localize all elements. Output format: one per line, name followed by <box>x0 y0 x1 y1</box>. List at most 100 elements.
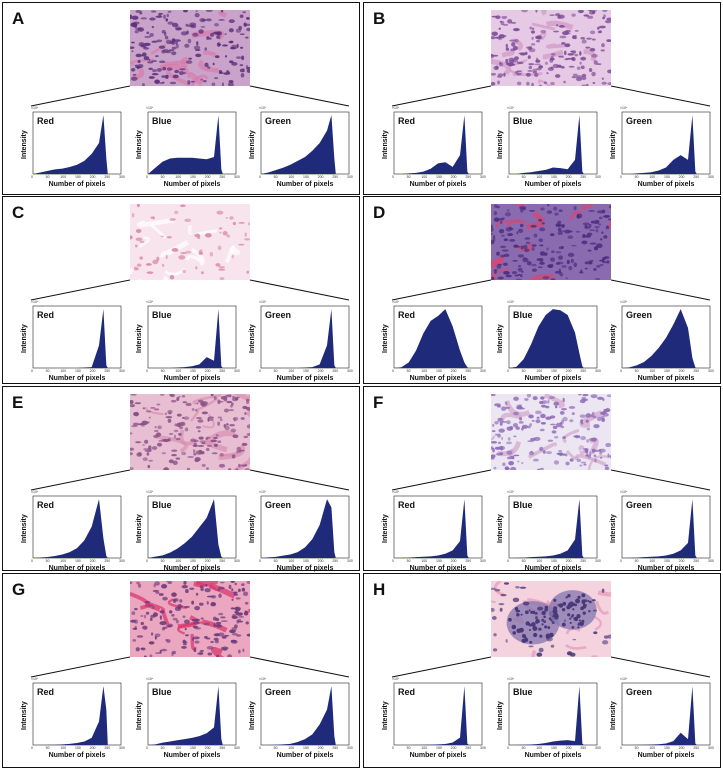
x-tick-label: 50 <box>634 559 639 563</box>
x-tick-label: 100 <box>288 559 295 563</box>
channel-label: Red <box>398 500 416 510</box>
channel-label: Red <box>398 116 416 126</box>
histogram-plot <box>147 495 237 559</box>
histogram-plot <box>32 495 122 559</box>
exponent-label: ×10⁴ <box>146 677 154 681</box>
x-tick-label: 250 <box>580 369 587 373</box>
series-area-d-green <box>622 309 697 368</box>
y-axis-label: Intensity <box>382 130 389 159</box>
x-tick-label: 100 <box>536 746 543 750</box>
exponent-label: ×10⁴ <box>146 106 154 110</box>
x-tick-label: 50 <box>45 746 50 750</box>
y-axis-label: Intensity <box>497 514 504 543</box>
panel-d: D Red ×10⁴ Intensity 0 50 100 150 200 250 300 Numbe… <box>363 196 721 384</box>
x-tick-label: 150 <box>303 559 309 563</box>
exponent-label: ×10⁴ <box>620 106 628 110</box>
histogram-plot <box>621 495 711 559</box>
histogram-plot <box>393 111 483 175</box>
x-tick-label: 50 <box>521 175 526 179</box>
x-axis-label: Number of pixels <box>409 752 467 759</box>
x-axis-label: Number of pixels <box>637 565 695 572</box>
x-tick-label: 300 <box>708 175 714 179</box>
x-tick-label: 0 <box>259 369 261 373</box>
x-tick-label: 250 <box>104 175 111 179</box>
histogram-blue: Blue ×10⁴ Intensity 0 50 100 150 200 250 300 Numbe… <box>497 106 601 194</box>
x-axis-label: Number of pixels <box>163 565 221 572</box>
series-area-f-green <box>622 499 697 558</box>
panel-b: B Red ×10⁴ Intensity 0 50 100 150 200 250 300 Numbe… <box>363 2 721 195</box>
histogram-plot <box>260 305 350 369</box>
series-area-b-blue <box>509 115 584 174</box>
y-axis-label: Intensity <box>610 701 617 730</box>
x-tick-label: 100 <box>421 369 428 373</box>
tissue-image <box>491 394 611 470</box>
x-tick-label: 200 <box>450 175 457 179</box>
x-tick-label: 200 <box>565 746 572 750</box>
x-tick-label: 150 <box>436 369 442 373</box>
tissue-image <box>491 10 611 86</box>
x-tick-label: 200 <box>317 369 324 373</box>
histogram-blue: Blue ×10⁴ Intensity 0 50 100 150 200 250 300 Numbe… <box>136 106 240 194</box>
x-tick-label: 300 <box>234 175 240 179</box>
x-tick-label: 250 <box>465 746 472 750</box>
x-tick-label: 300 <box>480 746 486 750</box>
x-tick-label: 100 <box>649 175 656 179</box>
histogram-plot <box>260 495 350 559</box>
x-tick-label: 100 <box>288 369 295 373</box>
x-tick-label: 150 <box>303 746 309 750</box>
histogram-blue: Blue ×10⁴ Intensity 0 50 100 150 200 250 300 Numbe… <box>497 677 601 765</box>
x-tick-label: 0 <box>392 369 394 373</box>
x-axis-label: Number of pixels <box>524 565 582 572</box>
panel-letter: D <box>373 203 386 222</box>
x-tick-label: 200 <box>678 369 685 373</box>
x-tick-label: 150 <box>551 369 557 373</box>
panel-letter: G <box>12 580 26 599</box>
histogram-green: Green ×10⁴ Intensity 0 50 100 150 200 250 300 Numb… <box>610 490 714 578</box>
channel-label: Red <box>37 500 55 510</box>
y-axis-label: Intensity <box>497 324 504 353</box>
histogram-blue: Blue ×10⁴ Intensity 0 50 100 150 200 250 300 Numbe… <box>136 300 240 388</box>
x-tick-label: 100 <box>649 559 656 563</box>
series-area-a-blue <box>148 115 223 174</box>
panel-letter: E <box>12 393 24 412</box>
x-tick-label: 50 <box>45 369 50 373</box>
x-tick-label: 50 <box>521 369 526 373</box>
x-tick-label: 0 <box>392 746 394 750</box>
x-tick-label: 50 <box>634 746 639 750</box>
x-axis-label: Number of pixels <box>163 752 221 759</box>
panel-letter: A <box>12 9 25 28</box>
histogram-plot <box>508 111 598 175</box>
x-tick-label: 300 <box>480 559 486 563</box>
exponent-label: ×10⁴ <box>31 490 39 494</box>
x-axis-label: Number of pixels <box>276 752 334 759</box>
channel-label: Blue <box>152 687 172 697</box>
y-axis-label: Intensity <box>136 514 143 543</box>
histogram-plot <box>260 111 350 175</box>
histogram-plot <box>32 111 122 175</box>
x-tick-label: 250 <box>580 175 587 179</box>
x-tick-label: 100 <box>649 369 656 373</box>
x-tick-label: 0 <box>31 175 33 179</box>
channel-label: Green <box>265 500 292 510</box>
series-area-b-red <box>394 115 469 174</box>
x-axis-label: Number of pixels <box>409 565 467 572</box>
y-axis-label: Intensity <box>497 130 504 159</box>
channel-label: Green <box>265 310 292 320</box>
x-tick-label: 50 <box>45 559 50 563</box>
series-area-g-red <box>33 686 108 745</box>
x-tick-label: 150 <box>303 175 309 179</box>
channel-label: Blue <box>152 116 172 126</box>
x-tick-label: 50 <box>634 369 639 373</box>
x-tick-label: 150 <box>75 369 81 373</box>
x-tick-label: 250 <box>104 559 111 563</box>
x-tick-label: 100 <box>536 559 543 563</box>
x-tick-label: 200 <box>89 559 96 563</box>
x-axis-label: Number of pixels <box>48 752 106 759</box>
x-tick-label: 100 <box>60 559 67 563</box>
x-axis-label: Number of pixels <box>163 181 221 188</box>
x-tick-label: 100 <box>288 175 295 179</box>
series-area-f-red <box>394 499 469 558</box>
x-tick-label: 300 <box>119 369 125 373</box>
x-tick-label: 250 <box>465 369 472 373</box>
